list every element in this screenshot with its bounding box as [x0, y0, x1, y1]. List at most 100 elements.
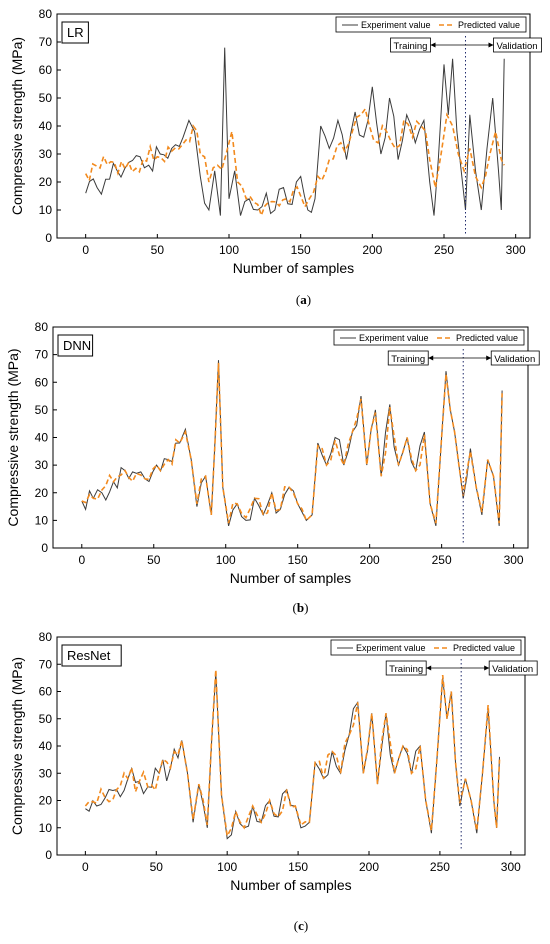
y-tick-label: 20 [35, 486, 49, 500]
caption-paren-open: ( [294, 918, 298, 933]
plot-frame [52, 326, 529, 549]
caption-paren-open: ( [296, 292, 300, 307]
y-axis-title: Compressive strength (MPa) [9, 657, 25, 835]
y-tick-label: 80 [39, 630, 53, 644]
panel-caption: (a) [296, 292, 311, 307]
x-tick-label: 100 [216, 553, 236, 567]
legend-label-predicted: Predicted value [456, 333, 518, 343]
split-arrow-right [486, 355, 492, 361]
caption-paren-close: ) [304, 600, 308, 615]
x-tick-label: 50 [147, 553, 161, 567]
y-tick-label: 10 [35, 513, 49, 527]
split-arrow-left [430, 42, 436, 48]
legend-box [335, 16, 527, 33]
series-line-predicted [84, 107, 505, 218]
y-tick-label: 60 [35, 375, 49, 389]
x-tick-label: 250 [432, 553, 452, 567]
caption-paren-open: ( [293, 600, 297, 615]
y-tick-label: 50 [39, 712, 53, 726]
x-tick-label: 300 [506, 243, 526, 257]
y-tick-label: 0 [41, 541, 48, 555]
caption-letter: b [297, 600, 304, 615]
split-arrow-right [484, 665, 490, 671]
x-tick-label: 250 [434, 243, 454, 257]
x-tick-label: 100 [217, 860, 237, 874]
model-badge-label: ResNet [67, 648, 111, 663]
caption-paren-close: ) [304, 918, 308, 933]
y-tick-label: 50 [35, 403, 49, 417]
y-tick-label: 50 [39, 91, 53, 105]
legend-box [330, 639, 522, 656]
y-tick-label: 30 [39, 766, 53, 780]
y-tick-label: 80 [35, 320, 49, 334]
validation-label: Validation [492, 664, 533, 675]
x-axis-title: Number of samples [233, 260, 354, 276]
legend-label-experiment: Experiment value [359, 333, 429, 343]
y-tick-label: 60 [39, 685, 53, 699]
plot-frame [56, 13, 531, 239]
x-tick-label: 150 [291, 243, 311, 257]
panel-caption: (c) [294, 918, 308, 933]
y-tick-label: 20 [39, 175, 53, 189]
split-arrow-right [488, 42, 494, 48]
panel-caption: (b) [293, 600, 309, 615]
y-tick-label: 40 [39, 119, 53, 133]
panel-a: 0 10 20 30 40 50 60 70 80 0 50 100 150 200 250 300 Numbe… [9, 7, 542, 307]
series-line-predicted [84, 669, 501, 839]
y-tick-label: 10 [39, 821, 53, 835]
caption-letter: c [298, 918, 304, 933]
x-tick-label: 300 [504, 553, 524, 567]
series-line-experiment [81, 360, 503, 527]
y-tick-label: 0 [45, 848, 52, 862]
y-tick-label: 80 [39, 7, 53, 21]
y-tick-label: 40 [39, 739, 53, 753]
panel-c: 0 10 20 30 40 50 60 70 80 0 50 100 150 200 250 300 Numbe… [9, 630, 538, 933]
x-tick-label: 150 [288, 553, 308, 567]
y-tick-label: 70 [39, 35, 53, 49]
legend-label-experiment: Experiment value [361, 20, 431, 30]
y-tick-label: 20 [39, 794, 53, 808]
y-tick-label: 60 [39, 63, 53, 77]
x-tick-label: 200 [362, 243, 382, 257]
y-tick-label: 0 [45, 231, 52, 245]
x-axis-title: Number of samples [230, 570, 351, 586]
legend-label-predicted: Predicted value [453, 643, 515, 653]
model-badge [57, 334, 94, 357]
split-arrow-left [426, 665, 432, 671]
legend-box [333, 329, 525, 346]
training-label: Training [394, 41, 428, 52]
legend-label-experiment: Experiment value [356, 643, 426, 653]
x-axis-title: Number of samples [230, 877, 351, 893]
x-tick-label: 200 [360, 553, 380, 567]
y-tick-label: 30 [39, 147, 53, 161]
x-tick-label: 250 [430, 860, 450, 874]
y-tick-label: 10 [39, 203, 53, 217]
caption-letter: a [300, 292, 307, 307]
model-badge [61, 644, 122, 667]
model-badge [61, 21, 89, 44]
x-tick-label: 150 [288, 860, 308, 874]
validation-label: Validation [497, 41, 538, 52]
y-tick-label: 70 [39, 657, 53, 671]
x-tick-label: 50 [150, 860, 164, 874]
x-tick-label: 50 [151, 243, 165, 257]
training-label: Training [389, 664, 423, 675]
x-tick-label: 0 [82, 243, 89, 257]
x-tick-label: 200 [359, 860, 379, 874]
x-tick-label: 300 [501, 860, 521, 874]
x-tick-label: 100 [219, 243, 239, 257]
caption-paren-close: ) [307, 292, 311, 307]
panel-b: 0 10 20 30 40 50 60 70 80 0 50 100 150 200 250 300 Numbe… [5, 320, 540, 615]
legend-label-predicted: Predicted value [458, 20, 520, 30]
y-axis-title: Compressive strength (MPa) [9, 37, 25, 215]
y-tick-label: 40 [35, 431, 49, 445]
y-tick-label: 70 [35, 348, 49, 362]
series-line-experiment [85, 47, 505, 216]
y-axis-title: Compressive strength (MPa) [5, 348, 21, 526]
y-tick-label: 30 [35, 458, 49, 472]
model-badge-label: DNN [63, 338, 91, 353]
training-label: Training [391, 354, 425, 365]
validation-label: Validation [494, 354, 535, 365]
x-tick-label: 0 [82, 860, 89, 874]
